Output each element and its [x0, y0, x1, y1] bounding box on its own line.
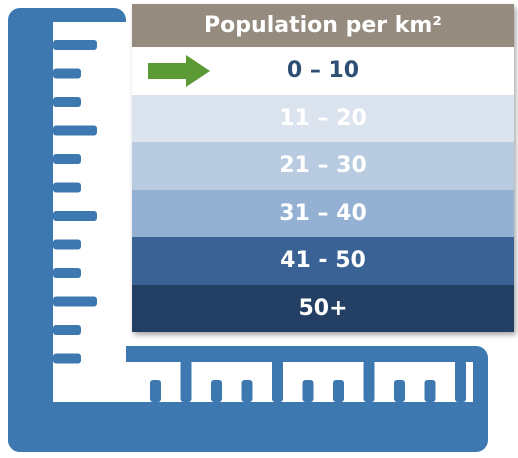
ruler-tick	[53, 40, 97, 50]
ruler-tick	[53, 239, 81, 250]
ruler-tick	[150, 380, 161, 402]
legend-row-4: 41 - 50	[132, 237, 514, 285]
ruler-tick	[53, 154, 81, 164]
ruler-tick	[272, 360, 283, 402]
legend-row-label: 31 – 40	[279, 200, 367, 226]
ruler-tick	[180, 360, 192, 402]
legend-row-1: 11 – 20	[132, 94, 514, 142]
ruler-tick	[211, 380, 222, 402]
legend-row-0: 0 – 10	[132, 47, 514, 95]
ruler-tick	[394, 380, 405, 402]
legend-header: Population per km²	[132, 4, 514, 47]
ruler-tick	[333, 380, 344, 402]
population-density-legend: Population per km² 0 – 10 11 – 20 21 – 3…	[132, 4, 514, 332]
legend-row-label: 41 - 50	[280, 248, 366, 273]
ruler-tick	[53, 325, 81, 335]
ruler-tick	[424, 380, 436, 402]
ruler-tick	[53, 353, 81, 364]
ruler-tick	[241, 380, 253, 402]
ruler-tick	[363, 360, 375, 402]
ruler-tick	[53, 68, 81, 79]
legend-row-label: 11 – 20	[279, 105, 367, 131]
ruler-tick	[53, 97, 81, 107]
legend-row-3: 31 – 40	[132, 189, 514, 237]
legend-row-label: 50+	[298, 295, 348, 321]
right-arrow-icon	[148, 55, 210, 87]
ruler-tick	[53, 125, 97, 136]
ruler-tick	[53, 296, 97, 307]
ruler-tick	[455, 360, 466, 402]
ruler-tick	[53, 182, 81, 193]
legend-row-label: 21 – 30	[279, 153, 367, 178]
ruler-tick	[53, 211, 97, 221]
legend-row-5: 50+	[132, 284, 514, 332]
ruler-tick	[53, 268, 81, 278]
ruler-tick	[302, 380, 314, 402]
legend-row-2: 21 – 30	[132, 142, 514, 190]
legend-row-label: 0 – 10	[286, 58, 360, 83]
